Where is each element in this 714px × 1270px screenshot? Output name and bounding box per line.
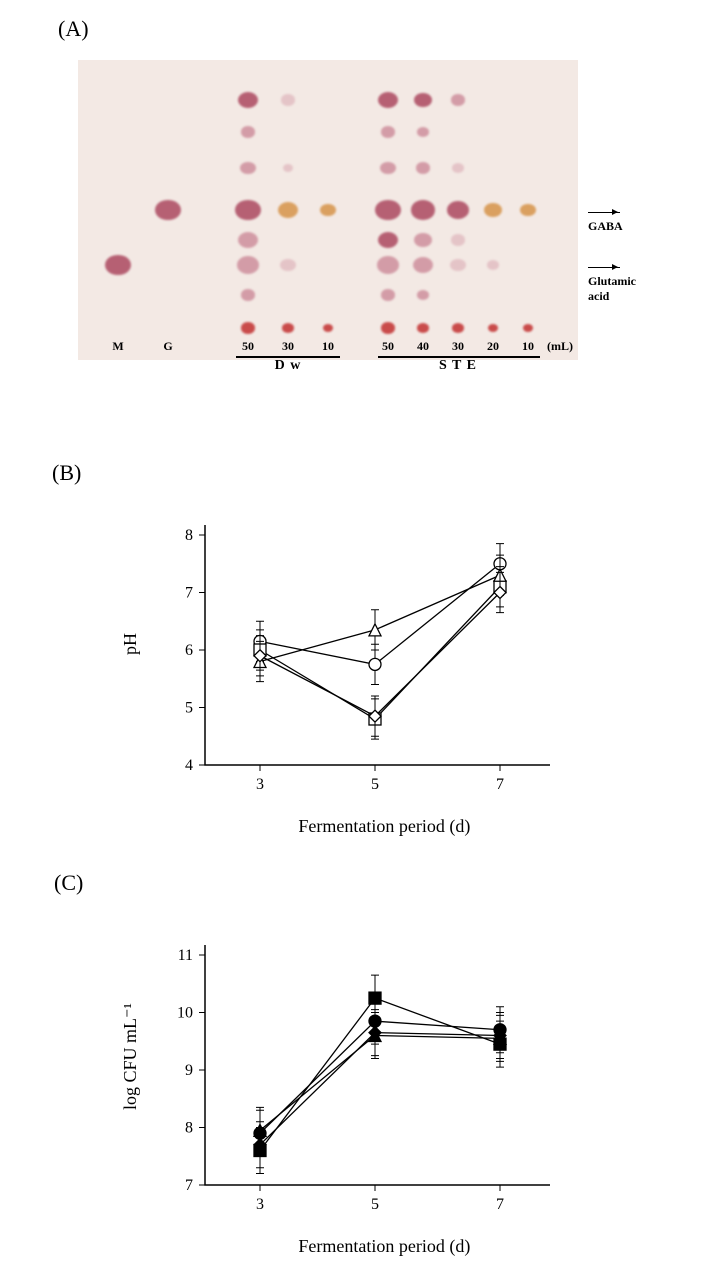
svg-text:7: 7 xyxy=(185,585,193,602)
lane-unit-label: (mL) xyxy=(540,339,580,354)
lane-label: 30 xyxy=(443,339,473,354)
tlc-spot xyxy=(241,126,255,137)
tlc-spot xyxy=(378,232,398,248)
svg-text:3: 3 xyxy=(256,1196,264,1213)
tlc-spot xyxy=(451,94,465,105)
tlc-spot xyxy=(450,259,466,272)
tlc-spot xyxy=(237,256,259,274)
panel-b-label: (B) xyxy=(52,460,81,486)
gaba-label: GABA xyxy=(588,204,624,234)
cfu-chart-ylabel: log CFU mL⁻¹ xyxy=(120,1003,141,1110)
tlc-spot xyxy=(380,162,396,175)
lane-label: 10 xyxy=(313,339,343,354)
tlc-spot xyxy=(413,257,433,273)
tlc-spot xyxy=(320,204,336,217)
tlc-spot xyxy=(238,232,258,248)
tlc-spot xyxy=(417,127,429,137)
tlc-spot xyxy=(381,322,395,333)
data-marker xyxy=(369,624,381,636)
tlc-spot xyxy=(238,92,258,108)
tlc-spot xyxy=(241,322,255,333)
svg-text:9: 9 xyxy=(185,1062,193,1079)
tlc-spot xyxy=(283,164,293,172)
svg-text:8: 8 xyxy=(185,1120,193,1137)
lane-label: 10 xyxy=(513,339,543,354)
tlc-spot xyxy=(282,323,294,333)
tlc-spot xyxy=(240,162,256,175)
tlc-spot xyxy=(280,259,296,272)
ph-chart: 45678357 pH Fermentation period (d) xyxy=(140,515,560,815)
svg-text:5: 5 xyxy=(371,1196,379,1213)
svg-text:5: 5 xyxy=(371,776,379,793)
tlc-spot xyxy=(378,92,398,108)
svg-text:3: 3 xyxy=(256,776,264,793)
tlc-spot xyxy=(484,203,502,217)
tlc-spot xyxy=(323,324,333,332)
lane-label: 30 xyxy=(273,339,303,354)
tlc-spot xyxy=(488,324,498,332)
glutamic-label: Glutamic acid xyxy=(588,259,636,304)
lane-group-label: S T E xyxy=(428,358,488,374)
tlc-spot xyxy=(451,234,465,245)
panel-c-label: (C) xyxy=(54,870,83,896)
tlc-spot xyxy=(411,200,435,219)
lane-label: 50 xyxy=(233,339,263,354)
tlc-spot xyxy=(487,260,499,270)
lane-label: M xyxy=(103,339,133,354)
tlc-spot xyxy=(417,290,429,300)
svg-text:10: 10 xyxy=(177,1005,193,1022)
tlc-spot xyxy=(281,94,295,105)
cfu-chart: 7891011357 log CFU mL⁻¹ Fermentation per… xyxy=(140,935,560,1235)
tlc-spot xyxy=(241,289,255,300)
tlc-spot xyxy=(235,200,261,221)
tlc-spot xyxy=(452,163,464,173)
data-marker xyxy=(369,658,381,670)
lane-group-label: D w xyxy=(258,358,318,374)
tlc-spot xyxy=(417,323,429,333)
svg-text:6: 6 xyxy=(185,642,193,659)
tlc-spot xyxy=(447,201,469,219)
svg-text:7: 7 xyxy=(496,1196,504,1213)
tlc-spot xyxy=(416,162,430,173)
tlc-plate: MG5030105040302010(mL)D wS T EGABAGlutam… xyxy=(78,60,578,360)
lane-label: 50 xyxy=(373,339,403,354)
cfu-chart-xlabel: Fermentation period (d) xyxy=(298,1236,470,1257)
svg-text:8: 8 xyxy=(185,527,193,544)
tlc-spot xyxy=(452,323,464,333)
tlc-spot xyxy=(377,256,399,274)
ph-chart-ylabel: pH xyxy=(120,633,141,655)
lane-label: 20 xyxy=(478,339,508,354)
tlc-spot xyxy=(414,233,432,247)
tlc-spot xyxy=(414,93,432,107)
svg-text:5: 5 xyxy=(185,700,193,717)
tlc-spot xyxy=(105,255,131,276)
tlc-spot xyxy=(375,200,401,221)
tlc-spot xyxy=(155,200,181,221)
svg-text:4: 4 xyxy=(185,757,193,774)
lane-label: 40 xyxy=(408,339,438,354)
tlc-spot xyxy=(523,324,533,332)
data-marker xyxy=(369,992,381,1004)
ph-chart-xlabel: Fermentation period (d) xyxy=(298,816,470,837)
svg-text:11: 11 xyxy=(178,947,193,964)
lane-label: G xyxy=(153,339,183,354)
svg-text:7: 7 xyxy=(496,776,504,793)
tlc-spot xyxy=(381,289,395,300)
panel-a-label: (A) xyxy=(58,16,89,42)
svg-text:7: 7 xyxy=(185,1177,193,1194)
tlc-spot xyxy=(381,126,395,137)
tlc-spot xyxy=(278,202,298,218)
tlc-spot xyxy=(520,204,536,217)
